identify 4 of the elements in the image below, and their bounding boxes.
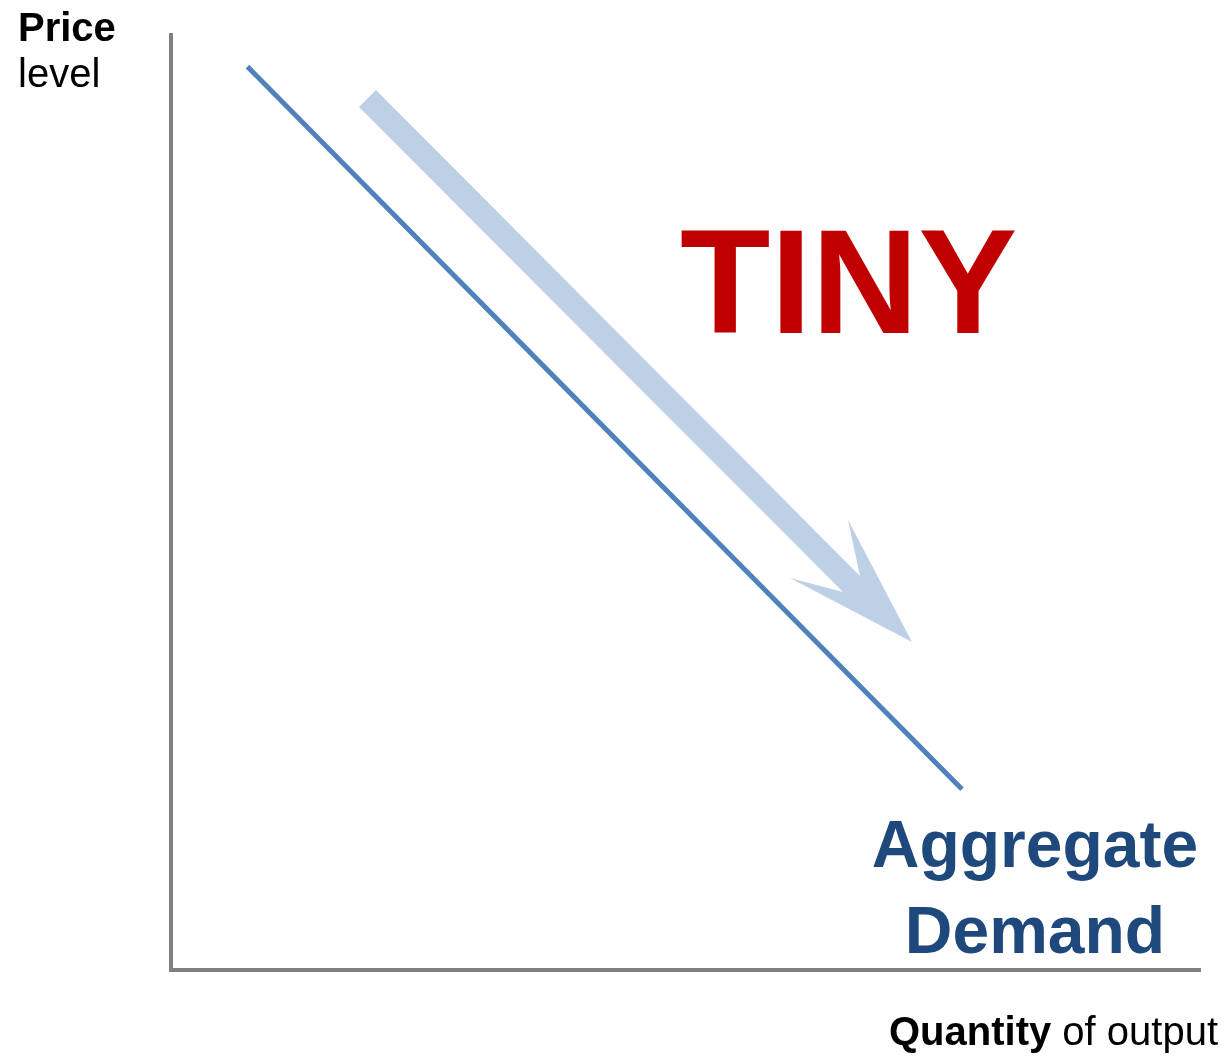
y-axis-title: Price level [18, 5, 116, 95]
annotation: TINY [680, 199, 1018, 364]
series-label: Aggregate Demand [870, 806, 1200, 969]
x-axis-title: Quantity of output [888, 1009, 1218, 1053]
